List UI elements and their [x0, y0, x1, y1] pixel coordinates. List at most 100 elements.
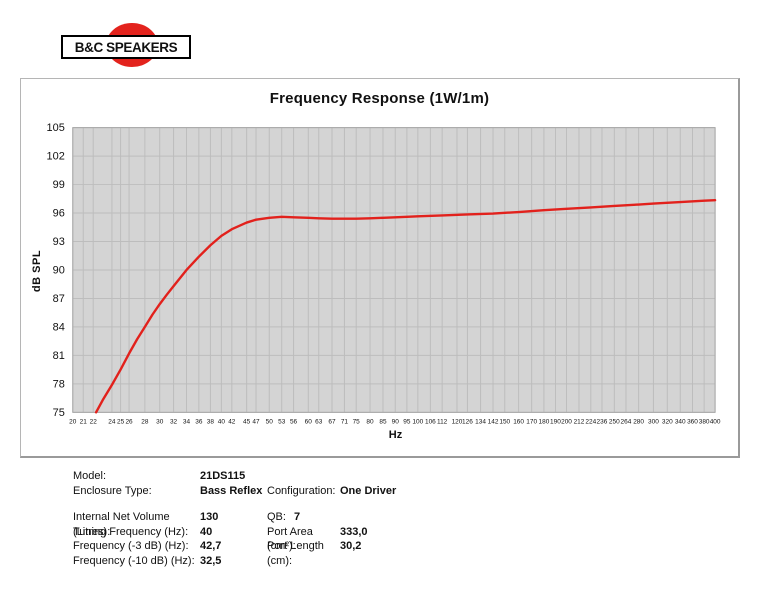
spec-label: Tuning Frequency (Hz):	[73, 525, 189, 538]
spec-row: Enclosure Type: Bass Reflex Configuration:…	[73, 484, 533, 499]
spec-label: Frequency (-10 dB) (Hz):	[73, 554, 195, 567]
x-tick-label: 100	[412, 418, 423, 425]
x-tick-label: 71	[341, 418, 349, 425]
spec-value: 42,7	[200, 540, 222, 552]
x-tick-label: 236	[597, 418, 608, 425]
x-tick-label: 80	[366, 418, 374, 425]
y-tick-label: 78	[53, 378, 65, 390]
y-tick-label: 84	[53, 321, 65, 333]
y-tick-label: 99	[53, 179, 65, 191]
x-tick-label: 40	[218, 418, 226, 425]
x-tick-label: 180	[539, 418, 550, 425]
x-tick-label: 22	[90, 418, 98, 425]
x-tick-label: 126	[462, 418, 473, 425]
spec-label: Configuration:	[267, 484, 336, 497]
spec-value: 130	[200, 511, 219, 523]
spec-label: Internal Net Volume (Litres):	[73, 511, 170, 538]
x-tick-label: 200	[561, 418, 572, 425]
spec-row: Frequency (-3 dB) (Hz): 42,7 Port Length (…	[73, 539, 533, 567]
y-tick-label: 81	[53, 350, 65, 362]
x-tick-label: 53	[278, 418, 286, 425]
x-tick-label: 142	[488, 418, 499, 425]
x-tick-label: 190	[550, 418, 561, 425]
x-tick-label: 47	[252, 418, 260, 425]
x-tick-label: 50	[266, 418, 274, 425]
spec-value: One Driver	[340, 484, 397, 497]
x-tick-label: 264	[621, 418, 632, 425]
x-tick-label: 95	[403, 418, 411, 425]
spec-value: 32,5	[200, 554, 222, 567]
x-tick-label: 21	[80, 418, 88, 425]
x-tick-label: 340	[675, 418, 686, 425]
x-tick-label: 160	[513, 418, 524, 425]
spec-row: Model: 21DS115	[73, 469, 533, 484]
x-tick-label: 34	[183, 418, 191, 425]
y-tick-label: 102	[47, 151, 65, 163]
x-tick-label: 360	[687, 418, 698, 425]
x-tick-label: 150	[499, 418, 510, 425]
x-tick-label: 32	[170, 418, 178, 425]
spec-value: 40	[200, 525, 213, 538]
x-tick-label: 28	[141, 418, 149, 425]
x-tick-label: 75	[353, 418, 361, 425]
x-tick-label: 26	[125, 418, 133, 425]
x-tick-label: 38	[207, 418, 215, 425]
x-axis-label: Hz	[388, 429, 403, 441]
logo-text: B&C SPEAKERS	[74, 39, 178, 55]
x-tick-label: 170	[526, 418, 537, 425]
logo-text-box: B&C SPEAKERS	[61, 35, 191, 59]
x-tick-label: 134	[475, 418, 486, 425]
y-tick-label: 105	[47, 122, 65, 134]
spec-row: Tuning Frequency (Hz): 40 Port Area (cm²):…	[73, 525, 533, 553]
x-tick-label: 45	[243, 418, 251, 425]
y-axis-label: dB SPL	[31, 249, 43, 293]
spec-label: Model:	[73, 470, 107, 482]
response-curve	[94, 199, 717, 414]
x-tick-label: 42	[228, 418, 236, 425]
x-tick-label: 212	[574, 418, 585, 425]
spec-value: Bass Reflex	[200, 484, 263, 497]
spec-value: 30,2	[340, 540, 362, 552]
frequency-response-chart: 105 102 99 96 93 90 87 84 81 78 75 20 21 22 24 25 26 28 30…	[47, 122, 721, 425]
x-tick-label: 56	[290, 418, 298, 425]
x-tick-label: 224	[585, 418, 596, 425]
spec-label: Port Area (cm²):	[267, 525, 313, 553]
spec-label: Port Length (cm):	[267, 540, 324, 567]
x-tick-label: 20	[69, 418, 77, 425]
x-tick-label: 63	[315, 418, 323, 425]
frequency-response-panel: 105 102 99 96 93 90 87 84 81 78 75 20 21 22 24 25 26 28 30…	[20, 78, 740, 458]
y-tick-label: 90	[53, 264, 65, 276]
spec-label: Enclosure Type:	[73, 484, 152, 497]
spec-gap	[73, 498, 533, 510]
x-tick-label: 280	[633, 418, 644, 425]
x-tick-label: 90	[392, 418, 400, 425]
spec-value: 333,0	[340, 525, 368, 538]
x-tick-label: 112	[437, 418, 448, 425]
spec-label: Frequency (-3 dB) (Hz):	[73, 540, 189, 552]
spec-label: QB:	[267, 511, 286, 523]
spec-row: Frequency (-10 dB) (Hz): 32,5	[73, 554, 533, 569]
x-tick-label: 120	[452, 418, 463, 425]
y-tick-label: 93	[53, 236, 65, 248]
x-tick-label: 106	[425, 418, 436, 425]
plot-border	[72, 127, 716, 413]
y-tick-label: 87	[53, 293, 65, 305]
spec-value: 7	[294, 511, 301, 523]
chart-title: Frequency Response (1W/1m)	[269, 90, 490, 107]
x-tick-label: 67	[328, 418, 336, 425]
x-tick-label: 320	[662, 418, 673, 425]
x-tick-label: 25	[117, 418, 125, 425]
x-tick-label: 250	[609, 418, 620, 425]
x-tick-label: 30	[156, 418, 164, 425]
x-tick-label: 400	[710, 418, 721, 425]
x-tick-label: 300	[648, 418, 659, 425]
bc-speakers-logo: B&C SPEAKERS	[40, 16, 192, 68]
x-tick-label: 60	[305, 418, 313, 425]
enclosure-specs-table: Model: 21DS115 Enclosure Type: Bass Reflex C…	[73, 469, 533, 568]
spec-value: 21DS115	[200, 470, 246, 482]
spec-row: Internal Net Volume (Litres): 130 QB: 7	[73, 510, 533, 538]
x-tick-label: 85	[379, 418, 387, 425]
x-tick-label: 380	[699, 418, 710, 425]
y-tick-label: 75	[53, 407, 65, 419]
y-tick-label: 96	[53, 208, 65, 220]
